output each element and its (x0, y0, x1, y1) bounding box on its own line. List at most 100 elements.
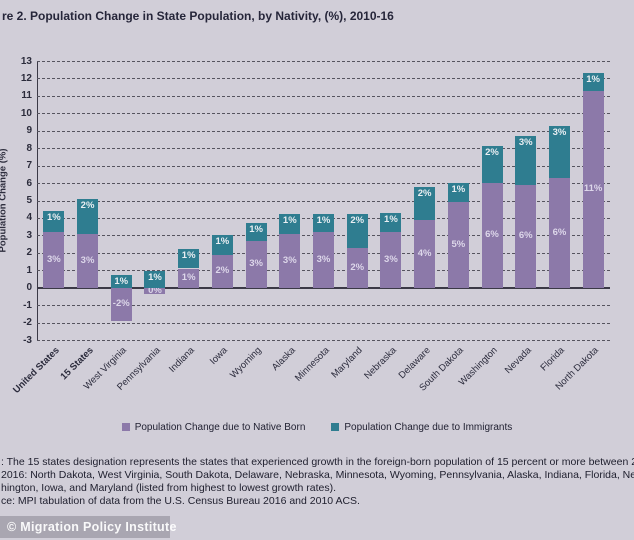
y-tick-5: 5 (26, 195, 32, 206)
native-segment-iowa: 2% (211, 254, 233, 288)
immigrant-segment-15-states: 2% (77, 198, 99, 234)
y-tick--1: -1 (23, 299, 32, 311)
native-value-label: 6% (485, 229, 499, 241)
y-tick-2: 2 (26, 247, 32, 259)
immigrant-segment-nebraska: 1% (380, 212, 402, 232)
y-axis-ticks: -3 -2 -1 0 1 2 3 4 5 6 7 8 9 10 11 12 13 (6, 56, 32, 346)
immigrant-segment-maryland: 2% (346, 214, 368, 248)
native-segment-alaska: 3% (279, 233, 301, 288)
zero-line (37, 286, 610, 289)
native-segment-delaware: 4% (414, 219, 436, 288)
native-segment-wyoming: 3% (245, 240, 267, 288)
native-segment-nevada: 6% (515, 184, 537, 288)
gridline-6 (37, 183, 610, 185)
immigrant-value-label: 1% (215, 236, 230, 248)
native-segment-north-dakota: 11% (582, 90, 604, 288)
immigrant-value-label: 2% (350, 215, 365, 227)
y-tick-6: 6 (26, 177, 32, 189)
immigrant-segment-united-states: 1% (43, 210, 65, 232)
legend-label: Population Change due to Native Born (134, 421, 306, 433)
immigrant-segment-delaware: 2% (414, 186, 436, 220)
y-tick-12: 12 (20, 72, 32, 84)
immigrant-segment-north-dakota: 1% (582, 73, 604, 91)
immigrant-segment-minnesota: 1% (313, 214, 334, 232)
notes: : The 15 states designation represents t… (1, 456, 634, 508)
native-value-label: 3% (316, 253, 331, 265)
watermark: © Migration Policy Institute (0, 516, 176, 538)
native-value-label: 4% (417, 247, 432, 259)
native-value-label: 6% (518, 230, 533, 242)
gridline-7 (37, 165, 610, 167)
immigrant-segment-florida: 3% (548, 125, 570, 178)
native-value-label: 3% (282, 254, 297, 266)
immigrant-value-label: 1% (282, 215, 297, 227)
immigrant-value-label: 2% (417, 187, 432, 199)
y-tick-11: 11 (21, 90, 32, 102)
native-segment-maryland: 2% (346, 247, 368, 288)
gridline--2 (37, 322, 610, 324)
native-value-label: 6% (552, 226, 567, 238)
native-value-label: -2% (112, 298, 130, 310)
y-tick-7: 7 (26, 160, 32, 172)
native-value-label: 3% (249, 258, 263, 270)
immigrant-value-label: 2% (485, 147, 499, 159)
gridline-9 (37, 130, 610, 132)
immigrant-value-label: 2% (80, 199, 95, 211)
immigrant-value-label: 1% (384, 213, 398, 225)
y-tick-8: 8 (26, 142, 32, 154)
immigrant-segment-washington: 2% (481, 146, 503, 184)
legend-swatch-icon (121, 423, 130, 431)
immigrant-segment-south-dakota: 1% (447, 183, 469, 203)
note-line-1: : The 15 states designation represents t… (1, 456, 634, 468)
gridline-10 (37, 113, 610, 115)
y-tick-10: 10 (20, 107, 32, 119)
native-value-label: 3% (80, 254, 95, 266)
chart-title: re 2. Population Change in State Populat… (2, 9, 394, 23)
native-segment-washington: 6% (481, 183, 503, 288)
native-value-label: 3% (46, 253, 61, 265)
native-segment-florida: 6% (548, 177, 570, 288)
native-value-label: 2% (350, 261, 365, 273)
note-line-4: ce: MPI tabulation of data from the U.S.… (1, 495, 360, 507)
immigrant-value-label: 1% (114, 276, 129, 288)
legend-item-immigrants: Population Change due to Immigrants (331, 422, 512, 433)
native-value-label: 5% (451, 238, 466, 250)
native-value-label: 2% (215, 265, 230, 277)
immigrant-value-label: 1% (148, 272, 162, 284)
immigrant-value-label: 3% (518, 136, 533, 148)
native-segment-pennsylvania: 0% (144, 285, 166, 295)
gridline-13 (37, 61, 610, 62)
immigrant-segment-indiana: 1% (178, 249, 200, 269)
native-segment-minnesota: 3% (313, 231, 334, 288)
immigrant-segment-alaska: 1% (279, 214, 301, 234)
immigrant-value-label: 1% (586, 74, 600, 86)
gridline-5 (37, 200, 610, 202)
native-value-label: 3% (384, 253, 398, 265)
native-segment-south-dakota: 5% (447, 202, 469, 288)
gridline-11 (37, 95, 610, 97)
y-tick--2: -2 (23, 317, 32, 329)
immigrant-segment-nevada: 3% (515, 135, 537, 185)
immigrant-segment-iowa: 1% (211, 235, 233, 255)
gridline-8 (37, 148, 610, 150)
plot-area: 3% 1% 3% 2% -2% 1% 0% 1% 1% 1% 2% 1% 3% 1% 3% 1% 3% 1% 2% 2… (37, 61, 610, 341)
native-value-label: 1% (181, 272, 196, 284)
y-tick-3: 3 (26, 229, 32, 241)
x-axis-label-north-dakota: North Dakota (553, 345, 601, 393)
immigrant-value-label: 1% (451, 184, 466, 196)
native-segment-15-states: 3% (77, 233, 99, 288)
native-segment-indiana: 1% (178, 268, 200, 288)
immigrant-value-label: 3% (552, 126, 567, 138)
immigrant-value-label: 1% (46, 211, 61, 223)
immigrant-value-label: 1% (249, 224, 263, 236)
note-line-3: hington, Iowa, and Maryland (listed from… (1, 482, 336, 494)
y-tick-0: 0 (26, 282, 32, 294)
y-tick-13: 13 (20, 55, 32, 67)
note-line-2: 2016: North Dakota, West Virginia, South… (1, 469, 634, 481)
legend-swatch-icon (331, 423, 340, 431)
immigrant-segment-pennsylvania: 1% (144, 271, 166, 288)
y-tick--3: -3 (23, 334, 32, 346)
immigrant-segment-wyoming: 1% (245, 223, 267, 241)
y-tick-9: 9 (26, 125, 32, 137)
